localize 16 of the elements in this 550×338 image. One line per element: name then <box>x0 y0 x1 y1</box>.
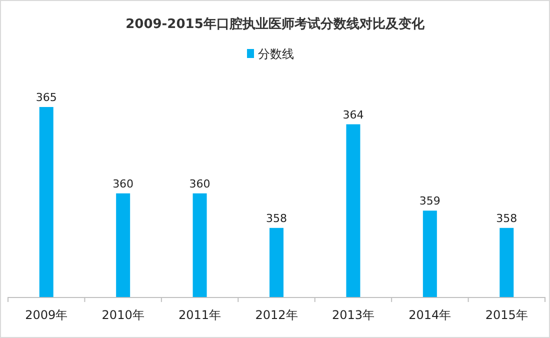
legend-label: 分数线 <box>258 47 294 61</box>
data-label: 358 <box>496 212 518 225</box>
x-tick-label: 2011年 <box>178 308 222 322</box>
x-tick-label: 2013年 <box>332 308 374 322</box>
data-label: 360 <box>189 177 210 190</box>
data-label: 365 <box>36 91 57 104</box>
x-tick-label: 2009年 <box>25 308 68 322</box>
data-label: 360 <box>112 177 134 190</box>
data-label: 364 <box>342 108 364 122</box>
x-tick-label: 2015年 <box>485 308 528 322</box>
data-label: 358 <box>266 212 287 225</box>
x-tick-label: 2014年 <box>408 308 452 322</box>
chart-title: 2009-2015年口腔执业医师考试分数线对比及变化 <box>126 16 426 32</box>
x-tick-label: 2012年 <box>255 308 298 322</box>
data-label: 359 <box>419 194 440 208</box>
x-tick-label: 2010年 <box>102 308 144 322</box>
